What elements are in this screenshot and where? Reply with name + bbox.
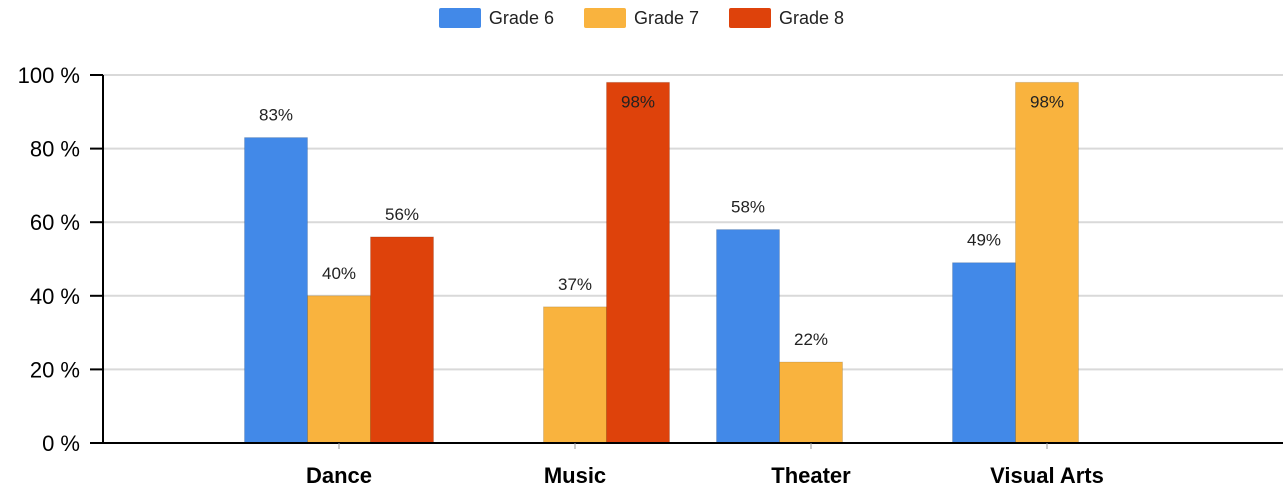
data-label: 49% [967, 231, 1001, 250]
bar-grade-6-theater[interactable] [716, 229, 780, 444]
y-tick-label: 100 % [18, 63, 80, 88]
bar-grade-6-visual-arts[interactable] [952, 262, 1016, 444]
x-tick-label: Visual Arts [990, 463, 1104, 488]
x-tick-label: Music [544, 463, 606, 488]
legend-swatch-grade-8 [729, 8, 772, 28]
bar-grade-7-dance[interactable] [307, 295, 371, 444]
data-label: 37% [558, 275, 592, 294]
data-label: 98% [621, 92, 655, 111]
legend-label-grade-6: Grade 6 [488, 7, 554, 28]
data-labels: 83% 40% 56% 37% 98% 58% 22% 49% 98% [259, 92, 1064, 349]
data-label: 58% [731, 198, 765, 217]
legend-label-grade-8: Grade 8 [779, 7, 845, 28]
x-tick-label: Theater [771, 463, 851, 488]
bar-grade-6-dance[interactable] [244, 137, 308, 444]
data-label: 98% [1030, 92, 1064, 111]
chart-legend: Grade 6 Grade 7 Grade 8 [0, 6, 1283, 30]
data-label: 56% [385, 205, 419, 224]
y-tick-label: 20 % [30, 357, 80, 382]
bar-grade-7-music[interactable] [543, 306, 607, 444]
bar-grade-7-theater[interactable] [779, 361, 843, 444]
legend-item-grade-6[interactable]: Grade 6 [438, 7, 554, 29]
legend-item-grade-8[interactable]: Grade 8 [729, 8, 844, 29]
data-label: 40% [322, 264, 356, 283]
y-tick-label: 40 % [30, 284, 80, 309]
axes [90, 74, 1283, 449]
data-label: 83% [259, 106, 293, 125]
bar-grade-8-music[interactable] [606, 81, 670, 444]
legend-label-grade-7: Grade 7 [633, 7, 700, 28]
y-axis-ticks: 0 % 20 % 40 % 60 % 80 % 100 % [18, 63, 80, 456]
x-axis-ticks: Dance Music Theater Visual Arts [306, 463, 1104, 488]
y-tick-label: 60 % [30, 210, 80, 235]
legend-item-grade-7[interactable]: Grade 7 [583, 7, 700, 29]
legend-swatch-grade-6 [438, 8, 481, 28]
y-tick-label: 80 % [30, 137, 80, 162]
y-tick-label: 0 % [42, 431, 80, 456]
data-label: 22% [794, 330, 828, 349]
bar-grade-8-dance[interactable] [370, 236, 434, 444]
bars [244, 81, 1079, 444]
bar-grade-7-visual-arts[interactable] [1015, 81, 1079, 444]
legend-swatch-grade-7 [583, 8, 626, 28]
x-tick-label: Dance [306, 463, 372, 488]
